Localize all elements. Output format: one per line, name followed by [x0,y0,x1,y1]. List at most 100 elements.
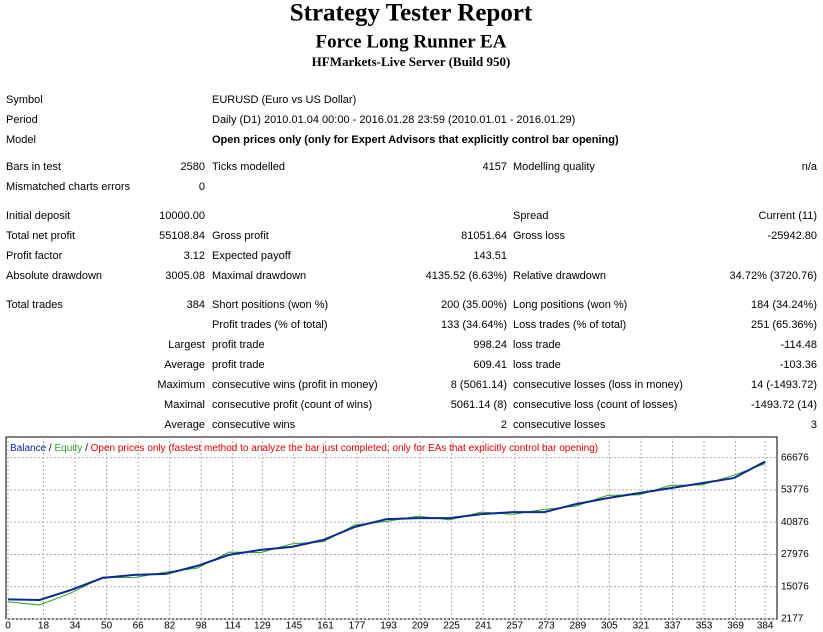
stat-cell: Bars in test [6,161,61,173]
stat-cell: 14 (-1493.72) [751,379,817,391]
x-tick-label: 34 [69,621,81,632]
stat-cell: -103.36 [780,359,817,371]
stat-cell: 10000.00 [159,210,205,222]
stat-cell: 998.24 [473,339,507,351]
y-tick-label: 15076 [781,581,809,592]
x-tick-label: 50 [101,621,113,632]
x-tick-label: 369 [727,621,744,632]
stat-cell: Average [164,419,205,431]
stat-cell: consecutive losses [513,419,606,431]
x-tick-label: 145 [286,621,303,632]
server: HFMarkets-Live Server (Build 950) [312,54,511,69]
info-label: Symbol [6,94,43,106]
stat-cell: 251 (65.36%) [751,319,817,331]
stat-cell: Expected payoff [212,250,292,262]
x-tick-label: 161 [317,621,334,632]
stat-cell: Short positions (won %) [212,299,328,311]
legend: Balance / Equity / Open prices only (fas… [10,443,598,454]
y-tick-label: 40876 [781,517,809,528]
stat-cell: Gross profit [212,230,269,242]
stat-cell: consecutive losses (loss in money) [513,379,683,391]
stat-cell: Absolute drawdown [6,270,102,282]
stat-cell: Total trades [6,299,63,311]
y-tick-label: 2177 [781,614,804,625]
stat-cell: 0 [199,181,205,193]
stat-cell: Loss trades (% of total) [513,319,626,331]
info-label: Period [6,114,38,126]
stat-cell: consecutive loss (count of losses) [513,399,677,411]
stat-cell: Profit trades (% of total) [212,319,328,331]
stat-cell: Mismatched charts errors [6,181,131,193]
stat-cell: 384 [187,299,205,311]
stat-cell: 4157 [483,161,507,173]
stat-cell: 133 (34.64%) [441,319,507,331]
legend-entry: Balance [10,443,47,454]
x-tick-label: 353 [696,621,713,632]
stat-cell: 2580 [181,161,205,173]
x-tick-label: 305 [601,621,618,632]
stat-cell: 3005.08 [165,270,205,282]
y-tick-label: 27976 [781,549,809,560]
stat-cell: 184 (34.24%) [751,299,817,311]
stat-cell: Ticks modelled [212,161,285,173]
stat-cell: profit trade [212,339,265,351]
stat-cell: Gross loss [513,230,565,242]
x-tick-label: 257 [506,621,523,632]
x-tick-label: 66 [133,621,145,632]
y-tick-label: 53776 [781,485,809,496]
stat-cell: consecutive profit (count of wins) [212,399,372,411]
x-tick-label: 321 [633,621,650,632]
stat-cell: Total net profit [6,230,75,242]
stat-cell: -114.48 [781,339,818,351]
stat-cell: Average [164,359,205,371]
stat-cell: 5061.14 (8) [451,399,507,411]
stat-cell: Modelling quality [513,161,595,173]
x-tick-label: 18 [38,621,50,632]
stat-cell: Maximal [164,399,205,411]
stat-cell: n/a [802,161,818,173]
stat-cell: -25942.80 [767,230,817,242]
stat-cell: consecutive wins (profit in money) [212,379,378,391]
legend-entry: Equity [54,443,82,454]
stat-cell: loss trade [513,339,561,351]
legend-separator: / [85,443,88,454]
info-value: EURUSD (Euro vs US Dollar) [212,94,356,106]
stat-cell: Long positions (won %) [513,299,627,311]
stat-cell: Maximal drawdown [212,270,306,282]
x-tick-label: 273 [538,621,555,632]
stat-cell: Relative drawdown [513,270,606,282]
info-value: Open prices only (only for Expert Adviso… [212,134,619,146]
report-subtitle: Force Long Runner EA [316,31,507,52]
x-tick-label: 241 [475,621,492,632]
stat-cell: Initial deposit [6,210,70,222]
stat-cell: 55108.84 [159,230,205,242]
x-tick-label: 98 [196,621,208,632]
x-tick-label: 209 [412,621,429,632]
stat-cell: 143.51 [473,250,507,262]
stat-cell: 81051.64 [461,230,507,242]
plot-frame [5,436,778,620]
stat-cell: profit trade [212,359,265,371]
stat-cell: Largest [168,339,205,351]
x-tick-label: 129 [254,621,271,632]
x-tick-label: 289 [570,621,587,632]
x-tick-label: 114 [225,621,241,632]
x-tick-label: 177 [349,621,366,632]
stat-cell: 3 [811,419,817,431]
legend-separator: / [49,443,52,454]
x-tick-label: 337 [664,621,681,632]
stat-cell: 609.41 [473,359,507,371]
report-title: Strategy Tester Report [290,0,533,27]
x-tick-label: 384 [757,621,774,632]
x-tick-label: 0 [5,621,11,632]
stat-cell: 34.72% (3720.76) [730,270,817,282]
stat-cell: loss trade [513,359,561,371]
stat-cell: 4135.52 (6.63%) [426,270,507,282]
stat-cell: 8 (5061.14) [451,379,507,391]
stat-cell: Maximum [157,379,205,391]
series-line [7,460,766,602]
x-tick-label: 225 [443,621,460,632]
stat-cell: 200 (35.00%) [441,299,507,311]
